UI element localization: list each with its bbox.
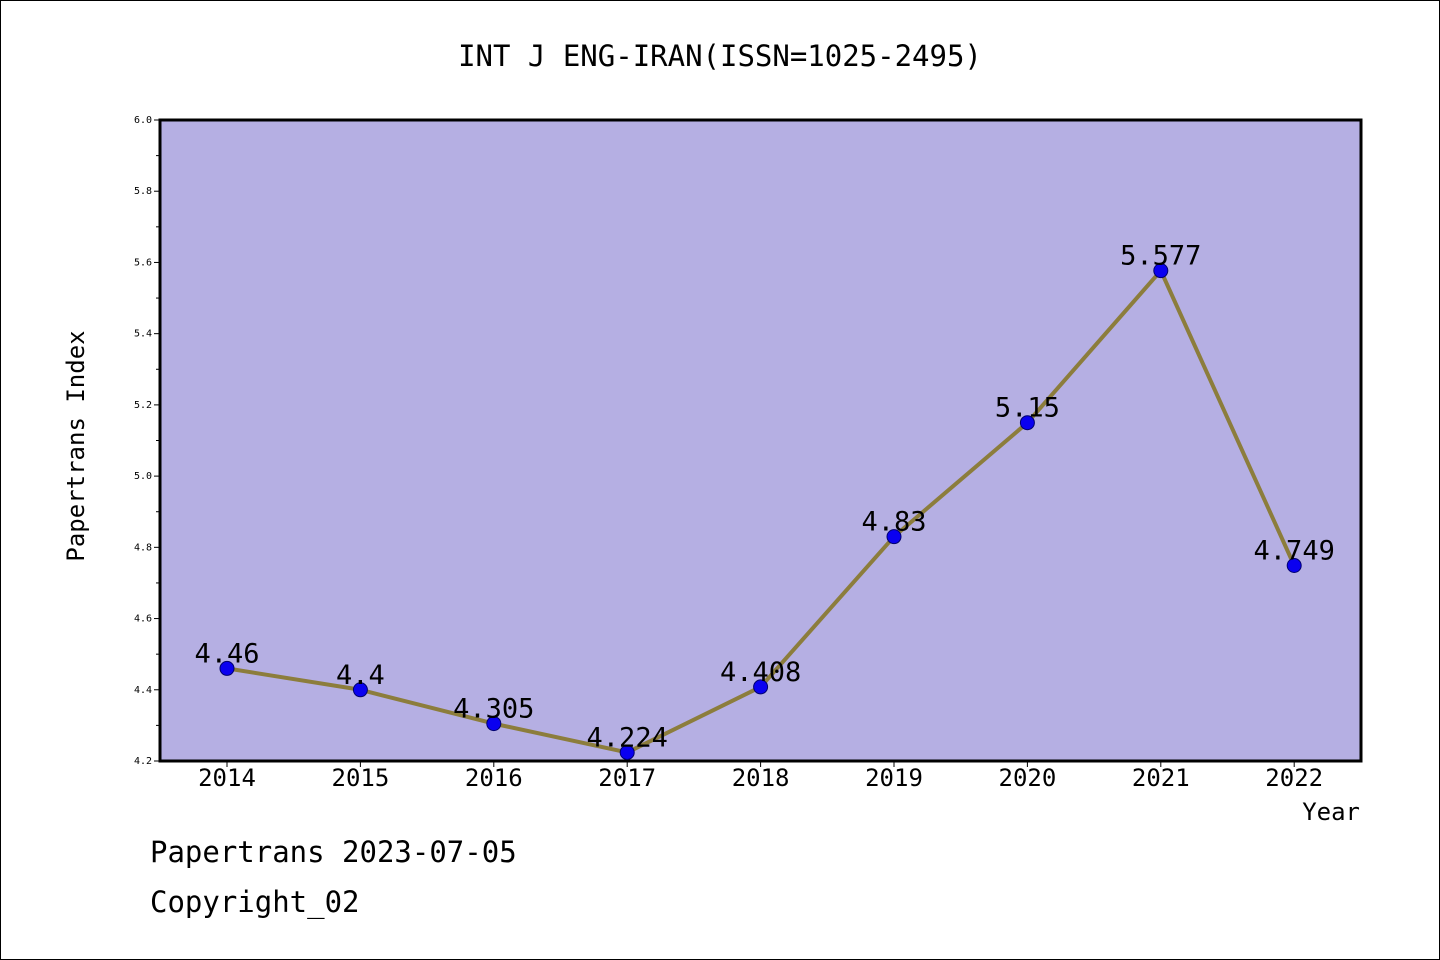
data-label: 5.577: [1120, 241, 1201, 272]
y-axis-label: Papertrans Index: [62, 330, 90, 561]
y-tick-label: 4.2: [134, 756, 152, 767]
data-point: [1153, 263, 1169, 279]
data-label: 5.15: [995, 393, 1060, 424]
data-label: 4.408: [720, 657, 801, 688]
y-tick-label: 5.0: [134, 471, 152, 482]
x-tick-label: 2017: [598, 764, 656, 792]
y-tick-label: 5.2: [134, 400, 152, 411]
data-label: 4.749: [1254, 535, 1335, 566]
y-tick-label: 5.4: [134, 329, 152, 340]
y-axis: 4.2 4.4 4.6 4.8 5.0 5.2 5.4 5.6 5.8 6.0: [134, 115, 160, 767]
data-point: [619, 744, 635, 760]
x-tick-label: 2016: [465, 764, 523, 792]
data-label: 4.83: [861, 507, 926, 538]
data-label: 4.4: [336, 660, 385, 691]
y-tick-label: 4.4: [134, 685, 152, 696]
footer-date: Papertrans 2023-07-05: [150, 835, 517, 869]
data-label: 4.224: [587, 722, 668, 753]
data-point: [1019, 415, 1035, 431]
x-tick-label: 2018: [732, 764, 790, 792]
data-label: 4.46: [194, 638, 259, 669]
footer-copyright: Copyright_02: [150, 885, 360, 919]
x-tick-label: 2014: [198, 764, 256, 792]
data-point: [219, 660, 235, 676]
x-tick-label: 2021: [1132, 764, 1190, 792]
plot-area: [158, 118, 1363, 763]
x-tick-label: 2015: [332, 764, 390, 792]
data-label: 4.305: [453, 694, 534, 725]
y-tick-label: 6.0: [134, 115, 152, 126]
data-point: [352, 682, 368, 698]
x-tick-label: 2020: [999, 764, 1057, 792]
data-point: [886, 529, 902, 545]
chart-title: INT J ENG-IRAN(ISSN=1025-2495): [458, 39, 982, 73]
x-tick-label: 2022: [1265, 764, 1323, 792]
x-axis-label: Year: [1302, 798, 1360, 826]
x-tick-label: 2019: [865, 764, 923, 792]
y-tick-label: 4.6: [134, 614, 152, 625]
series-group: 4.46 4.4 4.305 4.224 4.408 4.83 5.15 5.577 4.749: [194, 241, 1335, 760]
y-tick-label: 5.6: [134, 257, 152, 268]
x-axis: 2014 2015 2016 2017 2018 2019 2020 2021 2022: [198, 761, 1323, 792]
y-tick-label: 5.8: [134, 186, 152, 197]
data-point: [1286, 557, 1302, 573]
y-tick-label: 4.8: [134, 542, 152, 553]
data-point: [753, 679, 769, 695]
data-point: [486, 716, 502, 732]
